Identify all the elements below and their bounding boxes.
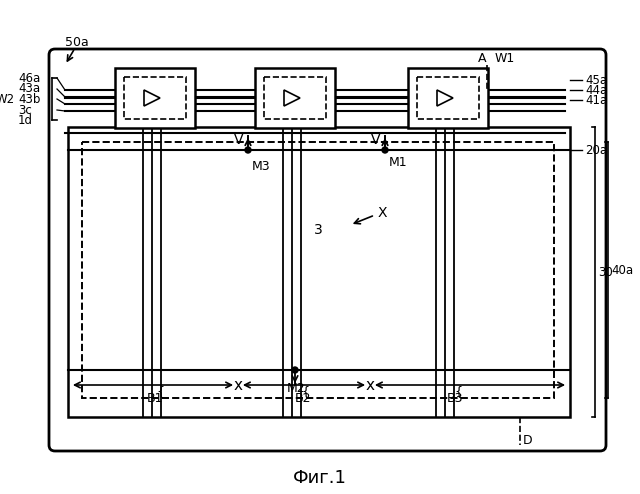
Text: B1: B1	[147, 392, 163, 405]
Bar	[408, 68, 488, 128]
Text: x: x	[234, 377, 243, 393]
Text: A: A	[477, 51, 486, 65]
Bar	[115, 68, 195, 128]
Text: 1d: 1d	[18, 114, 33, 126]
Text: B2: B2	[295, 392, 311, 405]
Text: 20a: 20a	[585, 143, 607, 157]
Text: {: {	[156, 385, 164, 399]
Text: M1: M1	[389, 156, 408, 168]
Text: W2: W2	[0, 92, 15, 106]
Text: 43b: 43b	[18, 92, 40, 106]
Text: x: x	[365, 377, 374, 393]
Text: V: V	[234, 133, 243, 147]
Text: 40a: 40a	[611, 263, 633, 277]
Text: Фиг.1: Фиг.1	[293, 469, 347, 487]
Bar	[68, 127, 570, 417]
Text: {: {	[454, 385, 462, 399]
Text: 30: 30	[598, 265, 612, 279]
Text: V: V	[371, 133, 381, 147]
FancyBboxPatch shape	[49, 49, 606, 451]
Text: 41a: 41a	[585, 93, 607, 107]
Bar	[255, 68, 335, 128]
Bar	[82, 142, 554, 398]
Text: 3c: 3c	[18, 104, 32, 117]
Bar	[417, 77, 479, 119]
Text: 45a: 45a	[585, 74, 607, 86]
Text: 3: 3	[314, 223, 323, 237]
Text: B3: B3	[447, 392, 463, 405]
Text: W1: W1	[495, 51, 515, 65]
Text: 44a: 44a	[585, 83, 607, 96]
Text: M2: M2	[287, 381, 306, 395]
Text: D: D	[523, 434, 532, 447]
Circle shape	[245, 147, 251, 153]
Circle shape	[382, 147, 388, 153]
Text: 50a: 50a	[65, 36, 89, 48]
Circle shape	[292, 367, 298, 373]
Text: {: {	[301, 385, 309, 399]
Text: X: X	[378, 206, 387, 220]
Bar	[124, 77, 186, 119]
Text: M3: M3	[252, 160, 271, 172]
Text: 43a: 43a	[18, 82, 40, 95]
Bar	[264, 77, 326, 119]
Text: 46a: 46a	[18, 72, 40, 84]
